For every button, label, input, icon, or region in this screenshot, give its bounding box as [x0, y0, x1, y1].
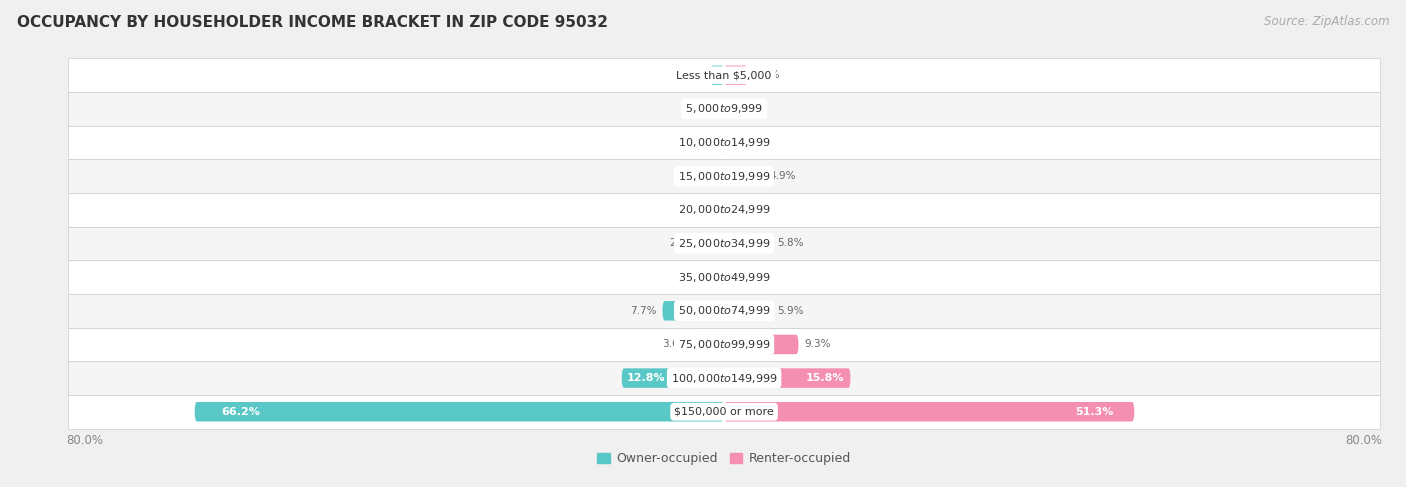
Text: $10,000 to $14,999: $10,000 to $14,999: [678, 136, 770, 149]
FancyBboxPatch shape: [69, 226, 1379, 261]
Text: 15.8%: 15.8%: [806, 373, 844, 383]
Text: $15,000 to $19,999: $15,000 to $19,999: [678, 169, 770, 183]
Text: Less than $5,000: Less than $5,000: [676, 70, 772, 80]
Text: $20,000 to $24,999: $20,000 to $24,999: [678, 204, 770, 216]
FancyBboxPatch shape: [717, 200, 724, 220]
Text: 3.6%: 3.6%: [662, 339, 689, 350]
Text: 0.58%: 0.58%: [681, 137, 713, 148]
Text: 1.7%: 1.7%: [678, 70, 704, 80]
FancyBboxPatch shape: [69, 126, 1379, 159]
FancyBboxPatch shape: [724, 335, 799, 354]
Text: 7.7%: 7.7%: [630, 306, 657, 316]
FancyBboxPatch shape: [718, 99, 724, 119]
FancyBboxPatch shape: [703, 234, 724, 253]
Text: 2.1%: 2.1%: [747, 272, 773, 282]
Text: 12.8%: 12.8%: [627, 373, 665, 383]
FancyBboxPatch shape: [69, 328, 1379, 361]
FancyBboxPatch shape: [724, 301, 772, 320]
Text: $150,000 or more: $150,000 or more: [675, 407, 773, 417]
FancyBboxPatch shape: [69, 58, 1379, 92]
FancyBboxPatch shape: [724, 267, 741, 287]
FancyBboxPatch shape: [724, 200, 730, 220]
Text: $35,000 to $49,999: $35,000 to $49,999: [678, 271, 770, 283]
FancyBboxPatch shape: [724, 402, 1135, 421]
Text: 4.9%: 4.9%: [769, 171, 796, 181]
FancyBboxPatch shape: [69, 261, 1379, 294]
Text: 0.62%: 0.62%: [735, 205, 769, 215]
FancyBboxPatch shape: [724, 66, 747, 85]
Text: 1.0%: 1.0%: [738, 104, 765, 114]
Text: $25,000 to $34,999: $25,000 to $34,999: [678, 237, 770, 250]
FancyBboxPatch shape: [69, 193, 1379, 226]
FancyBboxPatch shape: [724, 234, 770, 253]
Text: 9.3%: 9.3%: [804, 339, 831, 350]
Text: OCCUPANCY BY HOUSEHOLDER INCOME BRACKET IN ZIP CODE 95032: OCCUPANCY BY HOUSEHOLDER INCOME BRACKET …: [17, 15, 607, 30]
FancyBboxPatch shape: [621, 368, 724, 388]
Text: $75,000 to $99,999: $75,000 to $99,999: [678, 338, 770, 351]
FancyBboxPatch shape: [724, 368, 851, 388]
FancyBboxPatch shape: [706, 267, 724, 287]
FancyBboxPatch shape: [194, 402, 724, 421]
FancyBboxPatch shape: [662, 301, 724, 320]
FancyBboxPatch shape: [720, 133, 724, 152]
Text: $5,000 to $9,999: $5,000 to $9,999: [685, 102, 763, 115]
Text: 5.9%: 5.9%: [778, 306, 804, 316]
Text: 0.94%: 0.94%: [678, 205, 710, 215]
FancyBboxPatch shape: [69, 395, 1379, 429]
Text: Source: ZipAtlas.com: Source: ZipAtlas.com: [1264, 15, 1389, 28]
FancyBboxPatch shape: [69, 92, 1379, 126]
Text: 0.88%: 0.88%: [678, 171, 710, 181]
Text: 51.3%: 51.3%: [1076, 407, 1114, 417]
Text: 2.2%: 2.2%: [673, 272, 700, 282]
Legend: Owner-occupied, Renter-occupied: Owner-occupied, Renter-occupied: [592, 448, 856, 470]
Text: 0.7%: 0.7%: [686, 104, 711, 114]
Text: 2.7%: 2.7%: [669, 239, 696, 248]
FancyBboxPatch shape: [69, 294, 1379, 328]
Text: 5.8%: 5.8%: [778, 239, 803, 248]
FancyBboxPatch shape: [710, 66, 724, 85]
FancyBboxPatch shape: [69, 361, 1379, 395]
FancyBboxPatch shape: [724, 99, 733, 119]
FancyBboxPatch shape: [724, 167, 763, 186]
FancyBboxPatch shape: [724, 133, 727, 152]
Text: $50,000 to $74,999: $50,000 to $74,999: [678, 304, 770, 318]
FancyBboxPatch shape: [696, 335, 724, 354]
FancyBboxPatch shape: [717, 167, 724, 186]
Text: $100,000 to $149,999: $100,000 to $149,999: [671, 372, 778, 385]
FancyBboxPatch shape: [69, 159, 1379, 193]
Text: 2.9%: 2.9%: [754, 70, 780, 80]
Text: 0.4%: 0.4%: [734, 137, 761, 148]
Text: 66.2%: 66.2%: [221, 407, 260, 417]
